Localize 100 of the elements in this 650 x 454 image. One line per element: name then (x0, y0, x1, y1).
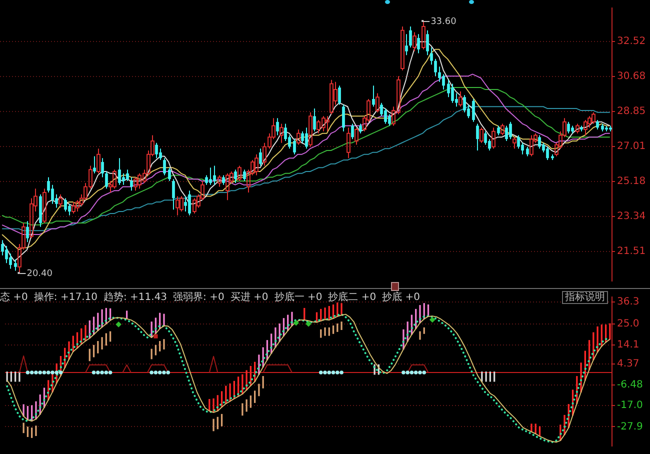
candlestick (567, 121, 570, 134)
candlestick (276, 118, 279, 136)
candlestick (209, 167, 212, 186)
candlestick (301, 130, 304, 144)
candlestick (226, 172, 230, 201)
candlestick (517, 134, 520, 150)
candlestick (259, 148, 262, 166)
candlestick (118, 158, 121, 186)
candlestick (205, 174, 208, 186)
candlestick (538, 134, 541, 150)
candlestick (9, 253, 12, 270)
candlestick (417, 34, 420, 54)
candlestick (509, 121, 512, 140)
candlestick (596, 119, 599, 130)
annotation: 指标说明 (562, 291, 608, 304)
y-tick-label: 21.51 (617, 246, 646, 258)
candlestick (497, 125, 500, 136)
candlestick (342, 104, 345, 132)
point (116, 322, 122, 328)
candlestick (388, 114, 391, 126)
candlestick (172, 178, 175, 210)
candlestick (184, 196, 187, 212)
annotation: 抄底二 +0 (328, 292, 376, 305)
candlestick (122, 172, 125, 186)
y-tick-label: 14.1 (617, 340, 640, 351)
candlestick (442, 74, 445, 90)
candlestick (405, 34, 408, 56)
candlestick (326, 116, 330, 132)
y-tick-label: 4.37 (617, 358, 640, 370)
candlestick (163, 158, 166, 176)
candlestick (234, 169, 237, 184)
candlestick (451, 83, 454, 104)
candlestick (188, 190, 191, 216)
y-tick-label: 25.0 (617, 318, 640, 330)
annotation: 买进 +0 (230, 292, 268, 305)
candlestick (176, 196, 180, 216)
point (306, 321, 312, 327)
candlestick (313, 108, 316, 132)
annotation: 操作: +17.10 (34, 292, 98, 305)
y-tick-label: 23.34 (617, 211, 646, 222)
y-tick-label: 36.3 (617, 296, 640, 308)
candlestick (351, 123, 354, 140)
candlestick (372, 85, 375, 108)
annotation: 态 +0 (0, 292, 28, 305)
candlestick (26, 220, 29, 243)
candlestick (159, 148, 162, 161)
annotation: 强弱界: +0 (173, 292, 224, 305)
candlestick (434, 58, 437, 77)
candlestick (484, 130, 487, 146)
candlestick (213, 165, 216, 186)
candlestick (5, 245, 8, 264)
candlestick (51, 184, 54, 204)
candlestick (412, 32, 416, 52)
annotation: 20.40 (26, 268, 53, 279)
candlestick (505, 125, 508, 142)
candlestick (305, 127, 308, 150)
y-tick-label: -17.0 (617, 400, 643, 412)
y-tick-label: 32.52 (617, 36, 646, 47)
candlestick (384, 108, 387, 124)
candlestick (359, 123, 362, 134)
candlestick (155, 142, 158, 159)
candlestick (126, 169, 129, 182)
candlestick (101, 158, 104, 178)
annotation: 趋势: +11.43 (103, 292, 168, 305)
candlestick (243, 169, 246, 182)
candlestick (68, 203, 71, 216)
y-tick-label: 25.18 (617, 176, 646, 188)
candlestick (1, 240, 4, 256)
y-tick-label: 28.85 (617, 106, 646, 117)
candlestick (130, 176, 133, 192)
point (293, 320, 299, 326)
y-tick-label: 27.01 (617, 141, 646, 152)
candlestick (546, 146, 549, 161)
candlestick (64, 198, 67, 212)
annotation: 33.60 (430, 16, 457, 27)
candlestick (526, 146, 529, 157)
candlestick (93, 156, 96, 174)
annotation: 抄底一 +0 (274, 292, 322, 305)
candlestick (430, 46, 433, 66)
candlestick (105, 170, 108, 190)
y-tick-label: -6.48 (617, 380, 643, 391)
candlestick (293, 138, 296, 155)
candlestick (463, 94, 466, 113)
point (430, 317, 436, 322)
candlestick (409, 26, 412, 48)
y-tick-label: -27.9 (617, 421, 643, 432)
candlestick (338, 85, 341, 106)
candlestick (96, 148, 100, 174)
candlestick (346, 127, 350, 159)
candlestick (280, 123, 284, 144)
candlestick (476, 123, 479, 152)
annotation: 抄底 +0 (382, 292, 420, 305)
candlestick (426, 30, 429, 56)
candlestick (472, 98, 475, 122)
y-tick-label: 30.68 (617, 71, 646, 82)
candlestick (438, 66, 441, 82)
candlestick (222, 174, 225, 186)
point (154, 334, 158, 338)
candlestick (447, 79, 450, 98)
candlestick (168, 167, 171, 182)
